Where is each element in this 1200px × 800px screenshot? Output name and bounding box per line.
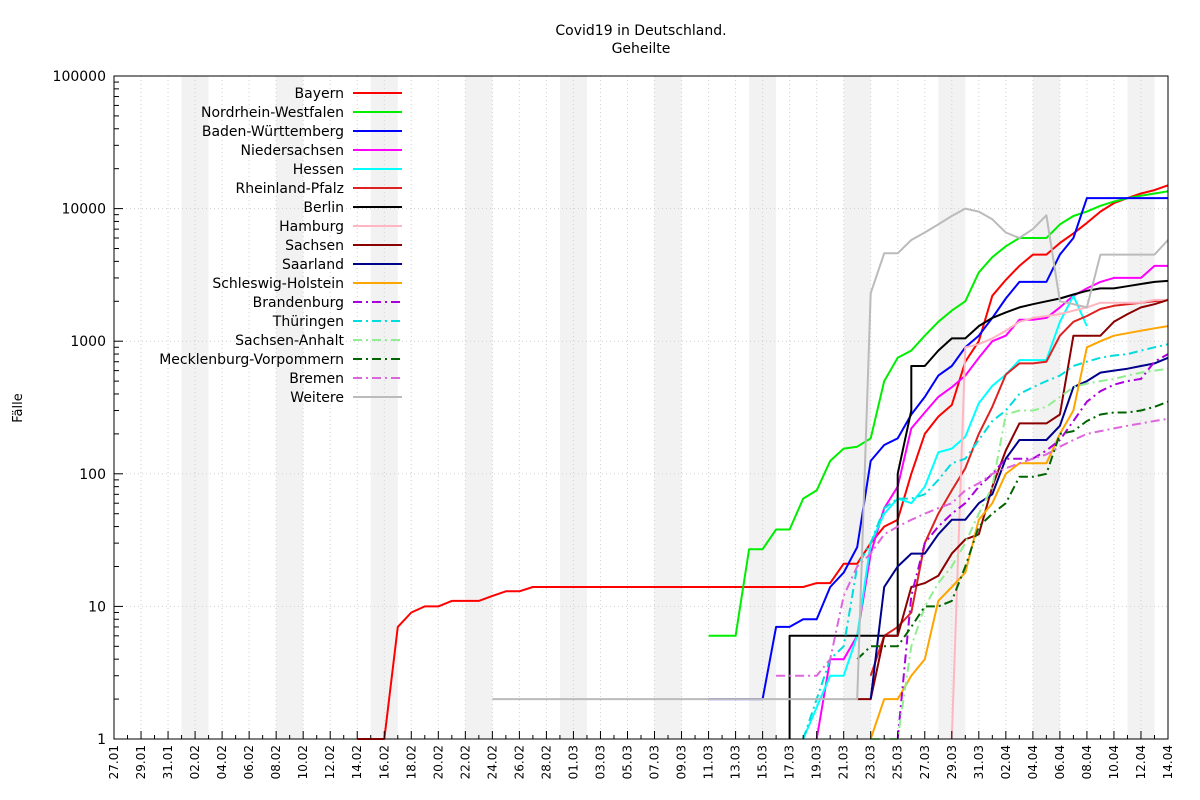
x-tick-label: 13.03 xyxy=(729,745,743,779)
series-line xyxy=(857,298,1169,701)
x-tick-label: 10.02 xyxy=(296,745,310,779)
y-tick-label: 1000 xyxy=(70,334,106,350)
y-tick-label: 100000 xyxy=(53,69,106,85)
x-tick-label: 11.03 xyxy=(702,745,716,779)
x-tick-label: 06.04 xyxy=(1053,745,1067,779)
x-tick-label: 04.04 xyxy=(1026,745,1040,779)
y-tick-label: 10000 xyxy=(61,202,106,218)
legend-label: Thüringen xyxy=(272,314,344,330)
legend-label: Hessen xyxy=(293,162,344,178)
x-tick-label: 27.01 xyxy=(107,745,121,779)
legend-label: Hamburg xyxy=(279,219,344,235)
series-line xyxy=(870,367,1169,740)
series-line xyxy=(802,294,1088,740)
x-tick-label: 18.02 xyxy=(404,745,418,779)
grid-lines xyxy=(113,75,1169,740)
x-tick-label: 16.02 xyxy=(377,745,391,779)
y-tick-label: 10 xyxy=(88,599,106,615)
series-line xyxy=(708,190,1169,637)
x-tick-label: 28.02 xyxy=(539,745,553,779)
x-tick-label: 12.02 xyxy=(323,745,337,779)
x-tick-label: 14.02 xyxy=(350,745,364,779)
series-line xyxy=(856,400,1169,660)
weekend-band xyxy=(370,76,398,739)
legend-label: Niedersachsen xyxy=(241,143,344,159)
series-line xyxy=(708,197,1168,701)
x-tick-label: 15.03 xyxy=(756,745,770,779)
chart-subtitle: Geheilte xyxy=(612,41,671,57)
x-tick-label: 21.03 xyxy=(837,745,851,779)
x-tick-label: 29.01 xyxy=(134,745,148,779)
x-tick-label: 29.03 xyxy=(945,745,959,779)
series-line xyxy=(776,417,1169,677)
weekend-band xyxy=(181,76,209,739)
x-tick-label: 31.03 xyxy=(972,745,986,779)
x-tick-label: 19.03 xyxy=(810,745,824,779)
x-tick-label: 24.02 xyxy=(485,745,499,779)
plot-frame xyxy=(113,75,1169,740)
x-tick-label: 06.02 xyxy=(242,745,256,779)
x-tick-label: 05.03 xyxy=(620,745,634,779)
legend-label: Brandenburg xyxy=(253,295,344,311)
weekend-band xyxy=(1032,76,1060,739)
x-tick-label: 08.04 xyxy=(1080,745,1094,779)
series-line xyxy=(869,356,1169,700)
legend: Bayern Nordrhein-Westfalen Baden-Württembe… xyxy=(159,86,402,406)
x-tick-label: 03.03 xyxy=(593,745,607,779)
series-line xyxy=(815,264,1168,740)
x-tick-label: 22.02 xyxy=(458,745,472,779)
x-tick-label: 20.02 xyxy=(431,745,445,779)
legend-label: Weitere xyxy=(290,390,344,406)
x-tick-label: 08.02 xyxy=(269,745,283,779)
y-axis-label: Fälle xyxy=(11,393,26,422)
series-line xyxy=(869,298,1169,677)
legend-label: Saarland xyxy=(282,257,344,273)
y-tick-label: 100 xyxy=(79,467,106,483)
x-tick-label: 02.02 xyxy=(188,745,202,779)
legend-label: Baden-Württemberg xyxy=(202,124,344,140)
legend-label: Sachsen-Anhalt xyxy=(235,333,344,349)
legend-label: Berlin xyxy=(303,200,344,216)
series-line xyxy=(492,207,1169,701)
x-tick-label: 25.03 xyxy=(891,745,905,779)
x-tick-label: 09.03 xyxy=(675,745,689,779)
series-line xyxy=(802,343,1169,740)
legend-label: Nordrhein-Westfalen xyxy=(201,105,344,121)
chart-title: Covid19 in Deutschland. xyxy=(555,23,726,39)
series-line xyxy=(896,353,1169,740)
legend-label: Mecklenburg-Vorpommern xyxy=(159,352,344,368)
x-tick-label: 31.01 xyxy=(161,745,175,779)
x-tick-label: 26.02 xyxy=(512,745,526,779)
legend-label: Bremen xyxy=(289,371,344,387)
weekend-band xyxy=(654,76,682,739)
weekend-band xyxy=(465,76,493,739)
legend-label: Schleswig-Holstein xyxy=(212,276,344,292)
x-tick-label: 23.03 xyxy=(864,745,878,779)
legend-label: Bayern xyxy=(295,86,344,102)
x-tick-label: 01.03 xyxy=(566,745,580,779)
x-axis-ticks: 27.01 29.01 31.01 02.02 04.02 06.02 08.02 10.02… xyxy=(107,731,1175,779)
legend-label: Rheinland-Pfalz xyxy=(236,181,344,197)
weekend-band xyxy=(276,76,304,739)
x-tick-label: 12.04 xyxy=(1134,745,1148,779)
weekend-band xyxy=(938,76,966,739)
weekend-band xyxy=(559,76,587,739)
series-line xyxy=(869,325,1169,740)
weekend-band xyxy=(749,76,777,739)
y-tick-label: 1 xyxy=(97,732,106,748)
series-line xyxy=(950,298,1168,740)
series-lines xyxy=(357,184,1169,740)
x-tick-label: 10.04 xyxy=(1107,745,1121,779)
x-tick-label: 17.03 xyxy=(783,745,797,779)
x-tick-label: 07.03 xyxy=(648,745,662,779)
y-axis-ticks: 1 10 100 1000 10000 100000 xyxy=(53,69,123,748)
x-tick-label: 02.04 xyxy=(999,745,1013,779)
x-tick-label: 27.03 xyxy=(918,745,932,779)
x-tick-label: 04.02 xyxy=(215,745,229,779)
legend-label: Sachsen xyxy=(285,238,344,254)
x-tick-label: 14.04 xyxy=(1161,745,1175,779)
